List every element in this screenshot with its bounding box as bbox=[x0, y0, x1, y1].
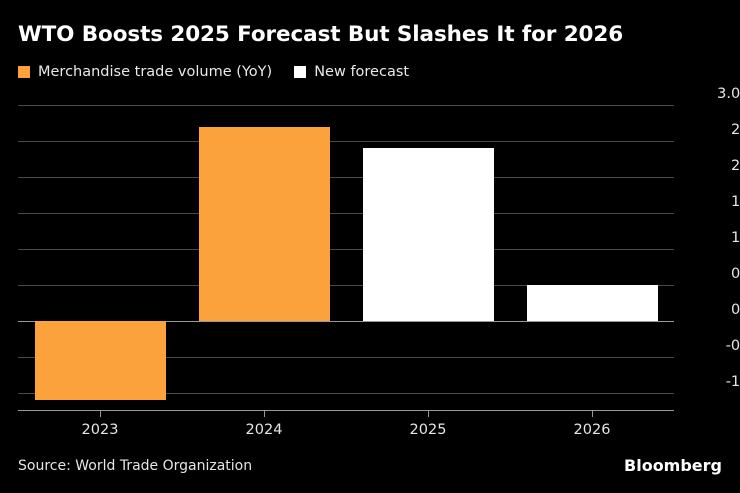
gridline bbox=[18, 357, 674, 358]
x-axis-tick-label: 2025 bbox=[409, 422, 447, 438]
x-axis-tick-mark bbox=[264, 411, 265, 417]
y-axis-tick-label: 2.0 bbox=[730, 158, 740, 174]
bar-2023[interactable] bbox=[35, 321, 166, 400]
gridline bbox=[18, 285, 674, 286]
x-axis-tick-mark bbox=[100, 411, 101, 417]
y-axis-tick-label: 2.5 bbox=[730, 122, 740, 138]
x-axis-line bbox=[18, 410, 674, 411]
plot-area: 3.0% 2.5 2.0 1.5 1.0 0.5 0.0 -0.5 -1.0 2023 2024 20… bbox=[18, 86, 740, 438]
y-axis-tick-label: 1.0 bbox=[730, 230, 740, 246]
legend-item-new-forecast[interactable]: New forecast bbox=[294, 64, 409, 80]
legend-item-label: New forecast bbox=[314, 64, 410, 80]
square-swatch-icon bbox=[18, 66, 30, 78]
chart-legend: Merchandise trade volume (YoY) New forec… bbox=[18, 62, 431, 82]
gridline bbox=[18, 393, 674, 394]
x-axis-tick-label: 2023 bbox=[81, 422, 119, 438]
x-axis-tick-mark bbox=[592, 411, 593, 417]
x-axis-tick-mark bbox=[428, 411, 429, 417]
x-axis-tick-label: 2026 bbox=[573, 422, 611, 438]
gridline bbox=[18, 105, 674, 106]
y-axis-tick-label: -1.0 bbox=[725, 374, 740, 390]
brand-logo: Bloomberg bbox=[624, 456, 722, 475]
y-axis-tick-label: 0.5 bbox=[730, 266, 740, 282]
zero-line bbox=[18, 321, 674, 322]
gridline bbox=[18, 213, 674, 214]
bar-2025[interactable] bbox=[363, 148, 494, 321]
bar-2026[interactable] bbox=[527, 285, 658, 321]
x-axis-tick-label: 2024 bbox=[245, 422, 283, 438]
legend-item-label: Merchandise trade volume (YoY) bbox=[38, 64, 273, 80]
source-note: Source: World Trade Organization bbox=[18, 458, 253, 474]
y-axis-tick-label: 1.5 bbox=[730, 194, 740, 210]
square-swatch-icon bbox=[294, 66, 307, 78]
legend-item-merchandise-trade-volume[interactable]: Merchandise trade volume (YoY) bbox=[18, 64, 272, 80]
bar-2024[interactable] bbox=[199, 127, 330, 321]
gridline bbox=[18, 141, 674, 142]
gridline bbox=[18, 249, 674, 250]
gridline bbox=[18, 177, 674, 178]
y-axis-tick-label: 0.0 bbox=[730, 302, 740, 318]
chart-title: WTO Boosts 2025 Forecast But Slashes It … bbox=[18, 22, 624, 47]
y-axis-tick-label: -0.5 bbox=[725, 338, 740, 354]
y-axis-tick-label: 3.0% bbox=[717, 86, 740, 102]
